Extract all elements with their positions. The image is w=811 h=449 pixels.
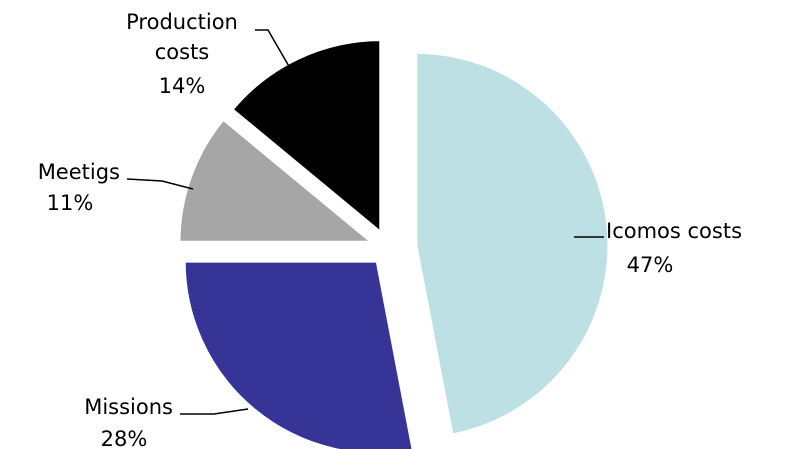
slice-percent-icomos-costs: 47% bbox=[627, 253, 674, 277]
slice-label-missions: Missions bbox=[84, 395, 173, 419]
leader-lines bbox=[126, 29, 604, 415]
slice-label-meetigs: Meetigs bbox=[38, 160, 120, 184]
slice-labels: Icomos costs 47% Missions 28% Meetigs 11% Prod… bbox=[38, 10, 742, 449]
slice-label-production-costs-line-2: costs bbox=[155, 40, 210, 64]
leader-line-missions bbox=[180, 408, 249, 415]
slice-label-icomos-costs: Icomos costs bbox=[606, 219, 742, 243]
pie-slice-icomos-costs[interactable] bbox=[414, 50, 611, 437]
leader-line-meetigs bbox=[126, 178, 194, 190]
pie-slice-meetigs[interactable] bbox=[177, 117, 377, 244]
pie-slice-production-costs[interactable] bbox=[229, 38, 383, 236]
slice-percent-production-costs: 14% bbox=[159, 74, 206, 98]
pie-slice-missions[interactable] bbox=[182, 259, 415, 449]
slice-percent-meetigs: 11% bbox=[47, 191, 94, 215]
pie-slices bbox=[177, 38, 611, 449]
leader-line-production-costs bbox=[255, 29, 295, 76]
slice-label-production-costs: Production bbox=[126, 10, 238, 34]
slice-percent-missions: 28% bbox=[101, 427, 148, 449]
